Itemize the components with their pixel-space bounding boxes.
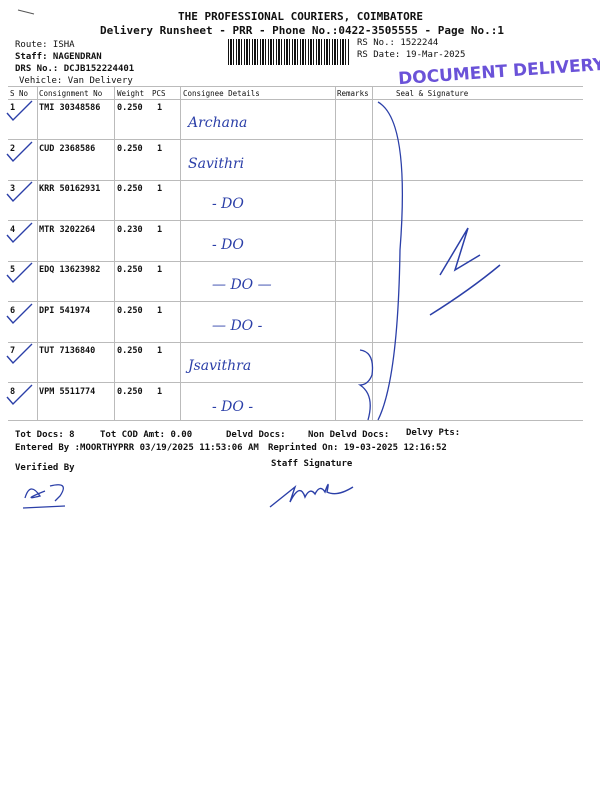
non-delvd-docs: Non Delvd Docs: (308, 430, 390, 440)
col-pcs: PCS (152, 89, 166, 98)
col-weight: Weight (117, 89, 145, 98)
col-seal-signature: Seal & Signature (396, 89, 469, 98)
row-weight: 0.250 (117, 265, 143, 275)
row-pcs: 1 (157, 143, 163, 154)
delvd-docs: Delvd Docs: (226, 430, 286, 440)
drs-no: DRS No.: DCJB152224401 (15, 64, 135, 74)
row-weight: 0.230 (117, 224, 143, 235)
company-name: THE PROFESSIONAL COURIERS, COIMBATORE (178, 10, 424, 23)
staff-signature (269, 483, 354, 508)
row-consignee-handwritten: Savithri (188, 155, 245, 172)
delvy-pts: Delvy Pts: (406, 428, 461, 438)
row-sno: 6 (10, 305, 16, 316)
row-weight: 0.250 (117, 184, 143, 194)
row-pcs: 1 (157, 386, 163, 397)
row-pcs: 1 (157, 305, 163, 316)
checkmark-icon (6, 181, 33, 203)
checkmark-icon (6, 303, 33, 324)
barcode (228, 39, 350, 65)
vehicle: Vehicle: Van Delivery (19, 76, 133, 86)
row-consignee-handwritten: - DO - (212, 398, 254, 415)
checkmark-icon (6, 343, 33, 365)
runsheet-title: Delivery Runsheet - PRR - Phone No.:0422… (100, 24, 504, 37)
row-consignee-handwritten: — DO — (212, 277, 272, 293)
col-consignee: Consignee Details (183, 89, 260, 98)
staff-signature-label: Staff Signature (271, 459, 353, 469)
checkmark-icon (6, 222, 33, 243)
row-consignment-no: TUT 7136840 (39, 346, 96, 356)
row-weight: 0.250 (117, 346, 143, 356)
row-consignee-handwritten: Jsavithra (188, 358, 252, 374)
row-pcs: 1 (157, 346, 163, 356)
staff: Staff: NAGENDRAN (15, 52, 102, 62)
row-sno: 5 (10, 265, 16, 275)
row-consignee-handwritten: Archana (188, 115, 248, 131)
row-weight: 0.250 (117, 103, 143, 113)
tot-cod: Tot COD Amt: 0.00 (100, 430, 193, 440)
row-consignee-handwritten: - DO (212, 236, 244, 253)
tot-docs: Tot Docs: 8 (15, 430, 75, 440)
col-sno: S No (10, 89, 29, 98)
reprinted-on: Reprinted On: 19-03-2025 12:16:52 (268, 443, 447, 453)
row-pcs: 1 (157, 224, 163, 235)
row-consignment-no: KRR 50162931 (39, 184, 101, 194)
row-sno: 1 (10, 103, 16, 113)
route: Route: ISHA (15, 40, 75, 50)
checkmark-icon (6, 384, 33, 405)
row-consignment-no: EDQ 13623982 (39, 265, 101, 275)
row-weight: 0.250 (117, 305, 143, 316)
row-pcs: 1 (157, 103, 163, 113)
row-consignment-no: VPM 5511774 (39, 386, 96, 397)
row-consignee-handwritten: - DO (212, 196, 244, 212)
verified-by-label: Verified By (15, 463, 75, 473)
rs-date: RS Date: 19-Mar-2025 (357, 50, 466, 60)
row-weight: 0.250 (117, 143, 143, 154)
row-consignment-no: MTR 3202264 (39, 224, 96, 235)
row-sno: 8 (10, 386, 16, 397)
row-pcs: 1 (157, 265, 163, 275)
row-weight: 0.250 (117, 386, 143, 397)
row-sno: 2 (10, 143, 16, 154)
row-pcs: 1 (157, 184, 163, 194)
row-sno: 7 (10, 346, 16, 356)
row-consignee-handwritten: — DO - (212, 317, 263, 334)
col-remarks: Remarks (337, 89, 369, 98)
entered-by: Entered By :MOORTHYPRR 03/19/2025 11:53:… (15, 443, 259, 453)
col-consignment: Consignment No (39, 89, 103, 98)
row-consignment-no: CUD 2368586 (39, 143, 96, 154)
row-consignment-no: TMI 30348586 (39, 103, 101, 113)
row-sno: 3 (10, 184, 16, 194)
rs-no: RS No.: 1522244 (357, 38, 439, 48)
row-consignment-no: DPI 541974 (39, 305, 91, 316)
verifier-signature (22, 484, 66, 509)
row-sno: 4 (10, 224, 16, 235)
checkmark-icon (6, 141, 33, 162)
checkmark-icon (6, 262, 33, 284)
checkmark-icon (6, 100, 33, 122)
